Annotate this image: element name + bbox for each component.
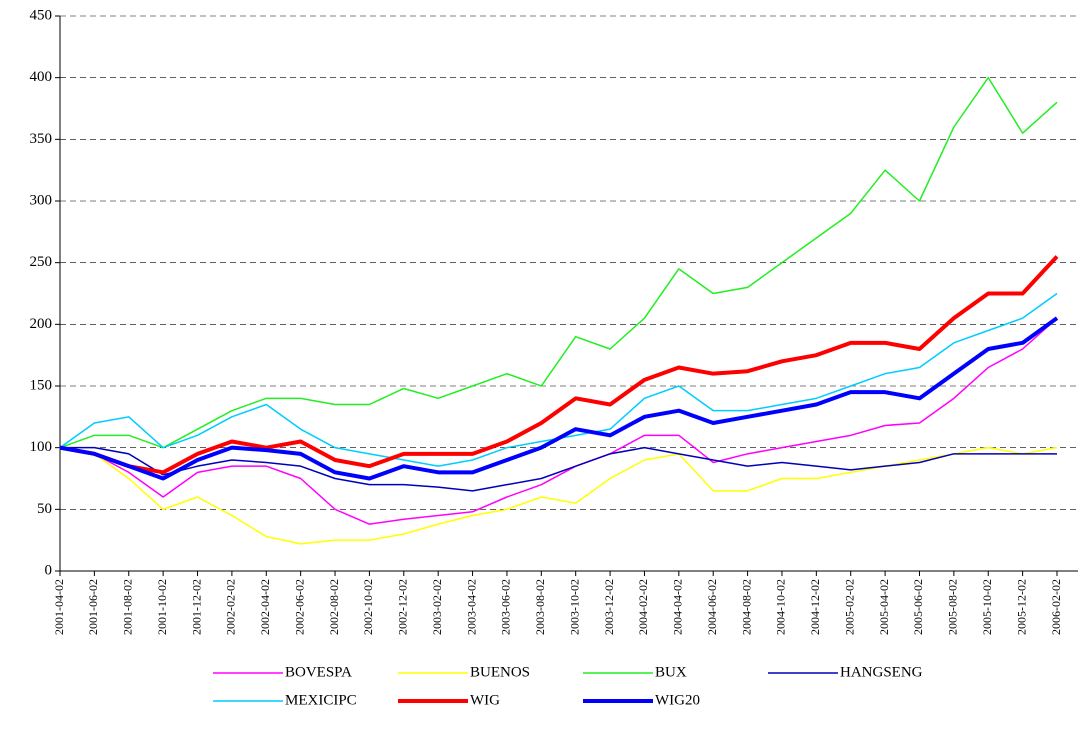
y-tick-label: 250 xyxy=(30,254,53,270)
series-line xyxy=(59,317,1058,525)
series-line xyxy=(59,76,1058,449)
x-tick-label: 2004-08-02 xyxy=(739,579,753,635)
legend-label: BUENOS xyxy=(470,664,530,680)
y-tick-label: 400 xyxy=(30,69,53,85)
x-tick-label: 2005-02-02 xyxy=(842,579,856,635)
x-tick-label: 2005-08-02 xyxy=(946,579,960,635)
x-tick-label: 2005-10-02 xyxy=(980,579,994,635)
x-tick-label: 2002-02-02 xyxy=(224,579,238,635)
x-tick-label: 2001-04-02 xyxy=(52,579,66,635)
x-tick-label: 2005-04-02 xyxy=(877,579,891,635)
x-tick-label: 2004-12-02 xyxy=(808,579,822,635)
x-tick-label: 2005-06-02 xyxy=(911,579,925,635)
x-tick-label: 2003-04-02 xyxy=(464,579,478,635)
y-tick-label: 150 xyxy=(30,377,53,393)
x-tick-label: 2002-12-02 xyxy=(396,579,410,635)
series-line xyxy=(60,446,1057,492)
x-tick-label: 2002-10-02 xyxy=(361,579,375,635)
series-line xyxy=(59,316,1059,481)
legend-label: BUX xyxy=(655,664,687,680)
y-tick-label: 350 xyxy=(30,131,53,147)
x-tick-label: 2004-10-02 xyxy=(774,579,788,635)
x-tick-label: 2004-04-02 xyxy=(671,579,685,635)
x-tick-label: 2003-02-02 xyxy=(430,579,444,635)
series-line xyxy=(59,446,1058,545)
legend-label: BOVESPA xyxy=(285,664,352,680)
legend-label: HANGSENG xyxy=(840,664,923,680)
legend-label: WIG xyxy=(470,692,500,708)
x-tick-label: 2002-08-02 xyxy=(327,579,341,635)
x-tick-label: 2006-02-02 xyxy=(1049,579,1063,635)
y-tick-label: 50 xyxy=(37,501,52,517)
series-line xyxy=(59,255,1059,475)
y-tick-label: 450 xyxy=(30,7,53,23)
x-tick-label: 2001-06-02 xyxy=(86,579,100,635)
legend-label: MEXICIPC xyxy=(285,692,357,708)
y-tick-label: 300 xyxy=(30,192,53,208)
legend-label: WIG20 xyxy=(655,692,700,708)
x-tick-label: 2002-04-02 xyxy=(258,579,272,635)
x-tick-label: 2004-06-02 xyxy=(705,579,719,635)
x-tick-label: 2003-06-02 xyxy=(499,579,513,635)
y-tick-label: 0 xyxy=(45,562,53,578)
x-tick-label: 2005-12-02 xyxy=(1014,579,1028,635)
x-tick-label: 2004-02-02 xyxy=(636,579,650,635)
x-tick-label: 2003-08-02 xyxy=(533,579,547,635)
x-tick-label: 2001-10-02 xyxy=(155,579,169,635)
x-tick-label: 2002-06-02 xyxy=(292,579,306,635)
x-tick-label: 2003-10-02 xyxy=(567,579,581,635)
y-tick-label: 200 xyxy=(30,316,53,332)
x-tick-label: 2001-08-02 xyxy=(121,579,135,635)
x-tick-label: 2003-12-02 xyxy=(602,579,616,635)
y-tick-label: 100 xyxy=(30,439,53,455)
x-tick-label: 2001-12-02 xyxy=(189,579,203,635)
